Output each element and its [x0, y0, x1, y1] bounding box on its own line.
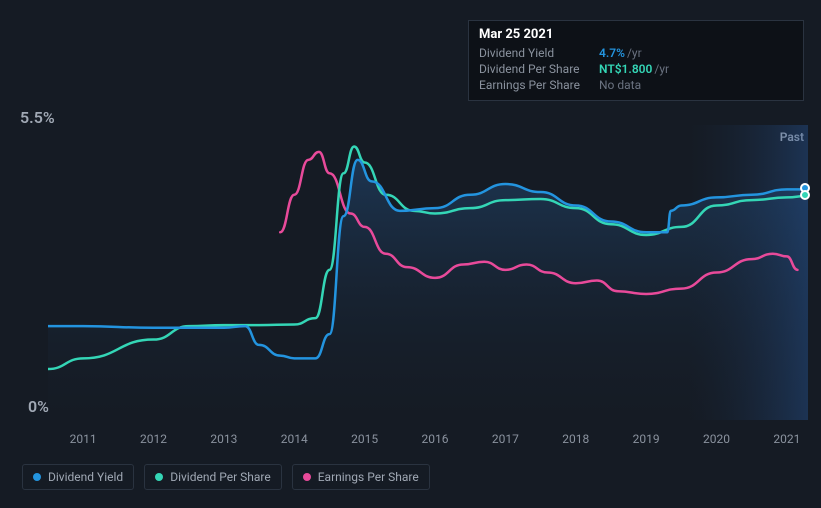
- y-axis-min: 0%: [28, 397, 49, 416]
- legend-label: Dividend Per Share: [170, 470, 271, 484]
- legend-dot: [303, 473, 311, 481]
- legend-dividend-per-share[interactable]: Dividend Per Share: [144, 464, 282, 490]
- x-tick: 2012: [140, 432, 167, 446]
- legend: Dividend Yield Dividend Per Share Earnin…: [22, 464, 430, 490]
- legend-dot: [155, 473, 163, 481]
- tooltip-label: Dividend Per Share: [479, 62, 599, 76]
- tooltip-label: Earnings Per Share: [479, 78, 599, 92]
- x-tick: 2018: [562, 432, 589, 446]
- tooltip-value: NT$1.800/yr: [599, 62, 669, 76]
- x-tick: 2011: [70, 432, 97, 446]
- x-tick: 2021: [773, 432, 800, 446]
- legend-label: Earnings Per Share: [318, 470, 419, 484]
- tooltip-row: Dividend Yield 4.7%/yr: [479, 44, 793, 60]
- x-tick: 2016: [422, 432, 449, 446]
- legend-dot: [33, 473, 41, 481]
- tooltip-row: Earnings Per Share No data: [479, 76, 793, 92]
- series-handle[interactable]: [800, 190, 810, 200]
- tooltip-value: 4.7%/yr: [599, 46, 642, 60]
- tooltip-value: No data: [599, 78, 641, 92]
- x-tick: 2020: [703, 432, 730, 446]
- legend-earnings-per-share[interactable]: Earnings Per Share: [292, 464, 430, 490]
- tooltip-row: Dividend Per Share NT$1.800/yr: [479, 60, 793, 76]
- x-tick: 2019: [633, 432, 660, 446]
- x-tick: 2014: [281, 432, 308, 446]
- tooltip-label: Dividend Yield: [479, 46, 599, 60]
- x-tick: 2015: [351, 432, 378, 446]
- x-tick: 2017: [492, 432, 519, 446]
- plot-area[interactable]: [48, 125, 808, 420]
- legend-dividend-yield[interactable]: Dividend Yield: [22, 464, 134, 490]
- chart[interactable]: 5.5% 0% Past: [18, 100, 808, 430]
- tooltip-date: Mar 25 2021: [479, 27, 793, 44]
- chart-tooltip: Mar 25 2021 Dividend Yield 4.7%/yr Divid…: [468, 20, 804, 101]
- x-tick: 2013: [210, 432, 237, 446]
- chart-svg: [48, 125, 808, 420]
- legend-label: Dividend Yield: [48, 470, 123, 484]
